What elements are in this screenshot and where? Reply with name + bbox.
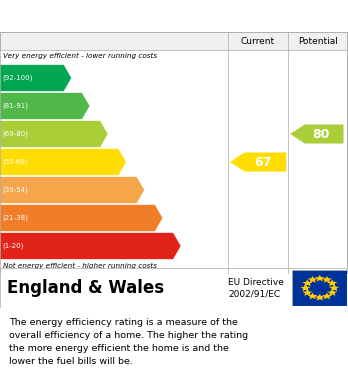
Text: Potential: Potential <box>298 36 338 45</box>
Polygon shape <box>0 233 181 259</box>
Text: B: B <box>90 99 100 113</box>
Text: Current: Current <box>241 36 275 45</box>
Polygon shape <box>0 149 126 175</box>
Text: (39-54): (39-54) <box>2 187 28 193</box>
Text: D: D <box>127 156 137 169</box>
Polygon shape <box>230 152 286 172</box>
Text: Very energy efficient - lower running costs: Very energy efficient - lower running co… <box>3 53 157 59</box>
Polygon shape <box>315 294 325 301</box>
Polygon shape <box>0 121 108 147</box>
Polygon shape <box>322 292 332 299</box>
Text: (55-68): (55-68) <box>2 159 28 165</box>
Polygon shape <box>0 177 144 203</box>
Text: E: E <box>145 183 153 197</box>
Polygon shape <box>290 124 344 144</box>
Text: Energy Efficiency Rating: Energy Efficiency Rating <box>9 9 230 23</box>
Text: (92-100): (92-100) <box>2 75 32 81</box>
Polygon shape <box>329 284 339 291</box>
Text: Not energy efficient - higher running costs: Not energy efficient - higher running co… <box>3 263 157 269</box>
Text: 80: 80 <box>313 127 330 140</box>
Polygon shape <box>322 276 332 283</box>
Text: The energy efficiency rating is a measure of the
overall efficiency of a home. T: The energy efficiency rating is a measur… <box>9 318 248 366</box>
Polygon shape <box>327 289 338 296</box>
Text: (1-20): (1-20) <box>2 243 23 249</box>
Polygon shape <box>0 205 163 231</box>
Text: A: A <box>72 72 82 84</box>
Polygon shape <box>0 65 71 91</box>
Text: F: F <box>163 212 172 224</box>
Bar <box>0 32 348 50</box>
Text: 67: 67 <box>254 156 271 169</box>
Polygon shape <box>0 93 90 119</box>
Text: (21-38): (21-38) <box>2 215 28 221</box>
Text: England & Wales: England & Wales <box>7 279 164 297</box>
Polygon shape <box>307 292 318 299</box>
Polygon shape <box>327 280 338 286</box>
Text: (81-91): (81-91) <box>2 103 28 109</box>
Text: C: C <box>109 127 118 140</box>
Polygon shape <box>315 275 325 282</box>
Text: G: G <box>182 240 192 253</box>
Polygon shape <box>307 276 318 283</box>
Polygon shape <box>302 280 313 286</box>
Text: (69-80): (69-80) <box>2 131 28 137</box>
Text: EU Directive
2002/91/EC: EU Directive 2002/91/EC <box>228 278 284 298</box>
Polygon shape <box>302 289 313 296</box>
Polygon shape <box>300 284 311 291</box>
